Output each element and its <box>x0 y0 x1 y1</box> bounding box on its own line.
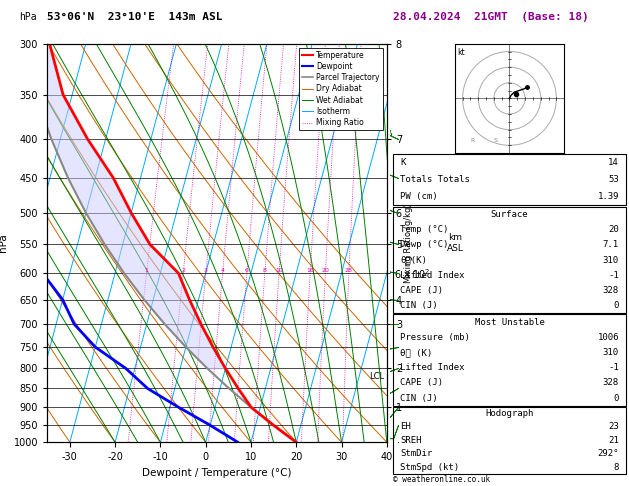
Text: 4: 4 <box>221 268 225 273</box>
Text: PW (cm): PW (cm) <box>400 192 438 201</box>
Text: Mixing Ratio (g/kg): Mixing Ratio (g/kg) <box>404 203 413 283</box>
Text: 23: 23 <box>608 422 619 432</box>
Legend: Temperature, Dewpoint, Parcel Trajectory, Dry Adiabat, Wet Adiabat, Isotherm, Mi: Temperature, Dewpoint, Parcel Trajectory… <box>299 48 383 130</box>
Text: 10: 10 <box>276 268 283 273</box>
Text: S: S <box>494 138 498 143</box>
Text: 328: 328 <box>603 379 619 387</box>
Text: 28.04.2024  21GMT  (Base: 18): 28.04.2024 21GMT (Base: 18) <box>393 12 589 22</box>
Text: StmSpd (kt): StmSpd (kt) <box>400 463 459 471</box>
Text: Lifted Index: Lifted Index <box>400 363 465 372</box>
Text: 1006: 1006 <box>598 333 619 342</box>
Text: Surface: Surface <box>491 209 528 219</box>
Text: StmDir: StmDir <box>400 449 432 458</box>
Text: 1.39: 1.39 <box>598 192 619 201</box>
Text: R: R <box>470 138 475 143</box>
Y-axis label: km
ASL: km ASL <box>447 233 464 253</box>
Text: kt: kt <box>457 48 465 57</box>
Text: 20: 20 <box>321 268 330 273</box>
Text: 8: 8 <box>263 268 267 273</box>
Text: EH: EH <box>400 422 411 432</box>
Text: 53: 53 <box>608 175 619 184</box>
Text: 7.1: 7.1 <box>603 240 619 249</box>
Text: 292°: 292° <box>598 449 619 458</box>
Text: © weatheronline.co.uk: © weatheronline.co.uk <box>393 474 490 484</box>
X-axis label: Dewpoint / Temperature (°C): Dewpoint / Temperature (°C) <box>142 468 292 478</box>
Text: θᴇ (K): θᴇ (K) <box>400 348 432 357</box>
Text: Most Unstable: Most Unstable <box>474 317 545 327</box>
Text: -1: -1 <box>608 271 619 280</box>
Text: LCL: LCL <box>369 372 384 381</box>
Text: Dewp (°C): Dewp (°C) <box>400 240 448 249</box>
Text: hPa: hPa <box>19 12 36 22</box>
Text: 6: 6 <box>245 268 249 273</box>
Text: 53°06'N  23°10'E  143m ASL: 53°06'N 23°10'E 143m ASL <box>47 12 223 22</box>
Text: CAPE (J): CAPE (J) <box>400 286 443 295</box>
Text: 310: 310 <box>603 348 619 357</box>
Text: Hodograph: Hodograph <box>486 409 533 418</box>
Text: 328: 328 <box>603 286 619 295</box>
Text: θᴇ(K): θᴇ(K) <box>400 256 427 264</box>
Text: Temp (°C): Temp (°C) <box>400 225 448 234</box>
Text: CAPE (J): CAPE (J) <box>400 379 443 387</box>
Text: 14: 14 <box>608 158 619 167</box>
Text: 8: 8 <box>613 463 619 471</box>
Text: -1: -1 <box>608 363 619 372</box>
Text: 1: 1 <box>145 268 148 273</box>
Text: CIN (J): CIN (J) <box>400 394 438 403</box>
Text: 21: 21 <box>608 436 619 445</box>
Y-axis label: hPa: hPa <box>0 234 8 252</box>
Text: 20: 20 <box>608 225 619 234</box>
Text: 0: 0 <box>613 301 619 311</box>
Text: 16: 16 <box>306 268 314 273</box>
Text: Pressure (mb): Pressure (mb) <box>400 333 470 342</box>
Text: 2: 2 <box>181 268 185 273</box>
Text: Totals Totals: Totals Totals <box>400 175 470 184</box>
Text: K: K <box>400 158 406 167</box>
Text: SREH: SREH <box>400 436 421 445</box>
Text: 28: 28 <box>345 268 353 273</box>
Text: Lifted Index: Lifted Index <box>400 271 465 280</box>
Text: 0: 0 <box>613 394 619 403</box>
Text: 3: 3 <box>204 268 208 273</box>
Text: CIN (J): CIN (J) <box>400 301 438 311</box>
Text: 310: 310 <box>603 256 619 264</box>
